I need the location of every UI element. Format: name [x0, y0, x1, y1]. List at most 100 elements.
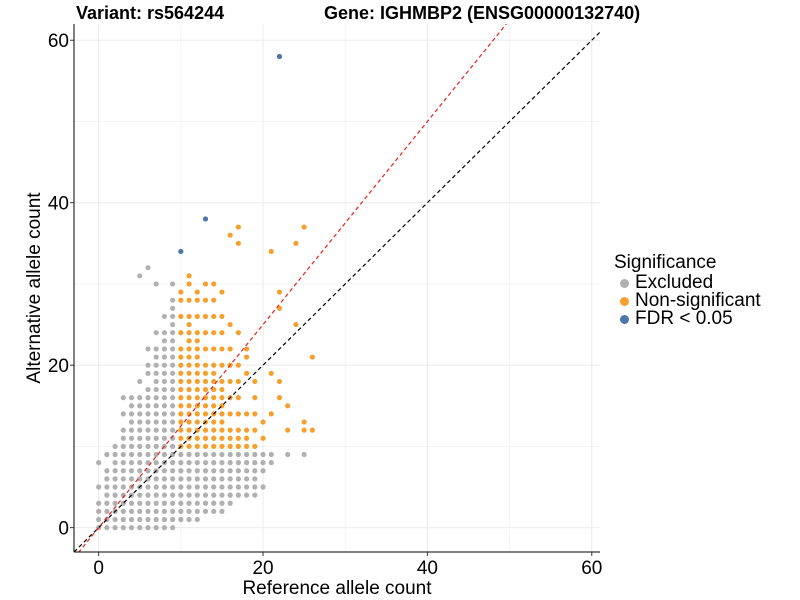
point-excluded: [137, 508, 143, 514]
point-excluded: [137, 476, 143, 482]
point-excluded: [170, 305, 176, 311]
point-non-significant: [219, 362, 225, 368]
point-excluded: [186, 500, 192, 506]
point-excluded: [153, 525, 159, 531]
point-excluded: [178, 451, 184, 458]
point-excluded: [170, 297, 176, 303]
point-excluded: [194, 468, 200, 474]
point-excluded: [170, 476, 176, 482]
point-excluded: [161, 435, 168, 441]
legend-item-excluded: Excluded: [614, 272, 761, 293]
point-excluded: [153, 451, 159, 458]
point-excluded: [153, 386, 159, 393]
point-excluded: [235, 468, 241, 474]
point-excluded: [112, 484, 118, 490]
legend-title: Significance: [614, 252, 717, 273]
point-excluded: [186, 476, 192, 482]
point-excluded: [170, 508, 176, 514]
point-excluded: [145, 370, 151, 376]
point-excluded: [112, 460, 118, 466]
point-excluded: [194, 492, 200, 498]
point-non-significant: [202, 443, 209, 449]
point-excluded: [104, 476, 110, 482]
point-non-significant: [211, 386, 217, 393]
point-non-significant: [202, 346, 209, 352]
point-excluded: [153, 435, 159, 441]
point-excluded: [137, 525, 143, 531]
point-excluded: [104, 492, 110, 498]
point-excluded: [170, 419, 176, 425]
reference-line-fit: [78, 24, 508, 552]
point-non-significant: [219, 378, 225, 385]
point-excluded: [153, 330, 159, 336]
point-non-significant: [252, 378, 258, 385]
point-non-significant: [211, 378, 217, 385]
point-non-significant: [293, 240, 299, 246]
point-excluded: [243, 484, 250, 490]
point-excluded: [96, 484, 102, 490]
point-non-significant: [309, 427, 315, 433]
point-excluded: [104, 525, 110, 531]
point-excluded: [260, 468, 266, 474]
point-excluded: [153, 476, 159, 482]
point-non-significant: [211, 297, 217, 303]
point-non-significant: [194, 338, 200, 344]
point-non-significant: [235, 427, 241, 433]
point-excluded: [260, 460, 266, 466]
point-non-significant: [227, 443, 233, 449]
y-axis-title: Alternative allele count: [24, 192, 45, 384]
legend: Significance Excluded Non-significant FD…: [614, 252, 761, 329]
point-excluded: [202, 492, 209, 498]
point-excluded: [161, 370, 168, 376]
point-excluded: [120, 460, 126, 466]
point-excluded: [170, 354, 176, 360]
point-excluded: [170, 525, 176, 531]
point-non-significant: [227, 346, 233, 352]
point-excluded: [128, 403, 135, 409]
point-excluded: [120, 468, 126, 474]
point-excluded: [128, 419, 135, 425]
point-excluded: [128, 525, 135, 531]
point-excluded: [170, 386, 176, 393]
point-excluded: [104, 484, 110, 490]
point-non-significant: [235, 443, 241, 449]
point-non-significant: [186, 346, 192, 352]
point-excluded: [219, 476, 225, 482]
point-excluded: [170, 281, 176, 287]
point-non-significant: [186, 281, 192, 287]
point-excluded: [252, 451, 258, 458]
point-excluded: [137, 443, 143, 449]
point-excluded: [170, 492, 176, 498]
point-non-significant: [219, 386, 225, 393]
point-excluded: [161, 500, 168, 506]
point-non-significant: [178, 362, 184, 368]
point-excluded: [153, 427, 159, 433]
point-excluded: [104, 508, 110, 514]
point-non-significant: [186, 427, 192, 433]
point-non-significant: [178, 313, 184, 320]
point-excluded: [137, 419, 143, 425]
point-excluded: [128, 460, 135, 466]
point-excluded: [153, 460, 159, 466]
point-excluded: [128, 435, 135, 441]
point-non-significant: [227, 378, 233, 385]
point-non-significant: [194, 443, 200, 449]
variant-title: Variant: rs564244: [76, 3, 225, 23]
point-excluded: [145, 403, 151, 409]
point-excluded: [153, 419, 159, 425]
point-non-significant: [243, 435, 250, 441]
legend-swatch-non-significant: [620, 296, 629, 306]
point-non-significant: [268, 370, 274, 376]
point-excluded: [112, 476, 118, 482]
point-excluded: [96, 508, 102, 514]
point-excluded: [178, 476, 184, 482]
point-excluded: [202, 500, 209, 506]
point-non-significant: [178, 354, 184, 360]
point-non-significant: [219, 289, 225, 295]
point-excluded: [145, 460, 151, 466]
point-excluded: [145, 419, 151, 425]
point-non-significant: [219, 435, 225, 441]
point-excluded: [194, 476, 200, 482]
point-non-significant: [194, 289, 200, 295]
y-tick-label: 20: [48, 356, 69, 377]
